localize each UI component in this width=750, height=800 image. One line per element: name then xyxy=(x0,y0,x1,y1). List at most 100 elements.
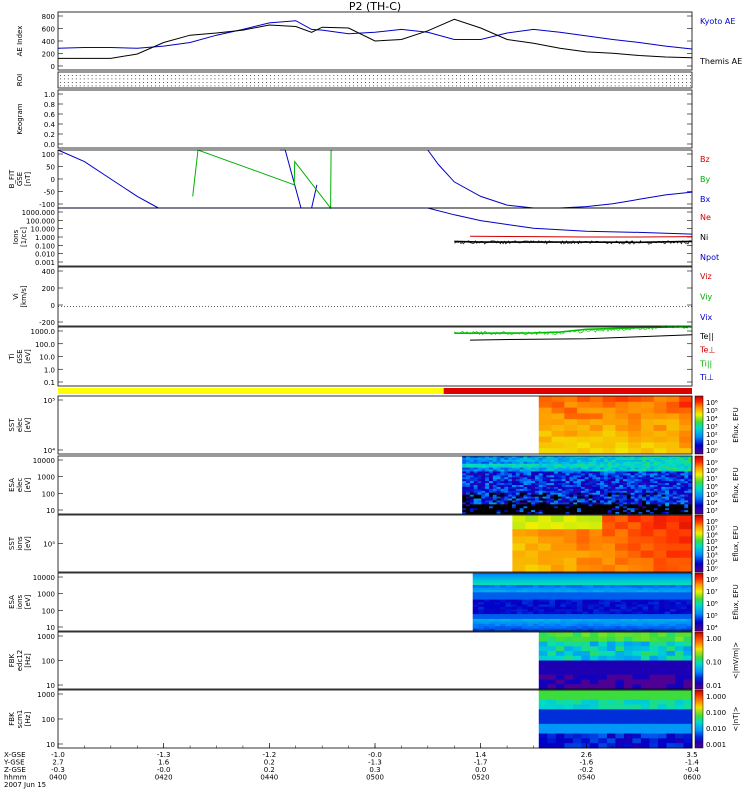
roi-dot xyxy=(404,85,406,87)
spectrogram-cell xyxy=(469,465,475,468)
roi-dot xyxy=(476,78,477,80)
spectrogram-cell xyxy=(653,515,667,523)
spectrogram-cell xyxy=(469,490,475,494)
spectrogram-cell xyxy=(649,690,659,696)
spectrogram-cell xyxy=(522,597,528,600)
roi-dot xyxy=(579,75,580,76)
spectrogram-cell xyxy=(615,626,622,629)
spectrogram-cell xyxy=(588,459,593,463)
spectrogram-cell xyxy=(478,606,485,610)
spectrogram-cell xyxy=(596,494,601,497)
roi-dot xyxy=(416,78,418,80)
spectrogram-cell xyxy=(665,486,670,490)
spectrogram-cell xyxy=(592,465,597,468)
spectrogram-cell xyxy=(669,498,674,501)
spectrogram-cell xyxy=(634,500,639,503)
spectrogram-cell xyxy=(649,704,659,710)
spectrogram-cell xyxy=(666,723,676,730)
spectrogram-cell xyxy=(542,486,547,490)
roi-dot xyxy=(270,78,271,80)
roi-dot xyxy=(424,82,426,83)
spectrogram-cell xyxy=(489,623,496,627)
spectrogram-cell xyxy=(638,457,643,461)
spectrogram-cell xyxy=(538,660,548,666)
spectrogram-cell xyxy=(549,597,556,600)
spectrogram-cell xyxy=(600,488,605,492)
spectrogram-cell xyxy=(481,488,486,492)
spectrogram-cell xyxy=(569,469,574,472)
spectrogram-cell xyxy=(547,694,557,701)
spectrogram-cell xyxy=(489,602,496,605)
spectrogram-cell xyxy=(619,504,624,507)
spectrogram-cell xyxy=(661,502,666,505)
spectrogram-cell xyxy=(581,743,591,749)
xtick-label: -1.3 xyxy=(368,759,382,767)
spectrogram-cell xyxy=(640,660,650,666)
spectrogram-cell xyxy=(504,506,509,509)
colorbar-tick: 10⁷ xyxy=(706,525,718,533)
spectrogram-cell xyxy=(485,481,490,484)
spectrogram-cell xyxy=(489,609,496,613)
spectrogram-cell xyxy=(534,512,540,515)
spectrogram-cell xyxy=(584,488,589,492)
spectrogram-cell xyxy=(679,436,693,443)
spectrogram-cell xyxy=(581,660,591,666)
spectrogram-cell xyxy=(642,508,647,511)
spectrogram-cell xyxy=(653,543,667,552)
roi-dot xyxy=(250,78,251,80)
roi-dot xyxy=(400,75,402,76)
spectrogram-cell xyxy=(638,467,643,470)
spectrogram-cell xyxy=(561,486,566,490)
roi-dot xyxy=(186,82,188,83)
spectrogram-cell xyxy=(508,467,513,470)
spectrogram-cell xyxy=(551,413,565,420)
spectrogram-cell xyxy=(572,738,582,744)
spectrogram-cell xyxy=(554,573,561,576)
spectrogram-cell xyxy=(642,599,649,603)
roi-dot xyxy=(273,78,275,80)
spectrogram-cell xyxy=(547,674,557,680)
ylabel-line: [nT] xyxy=(24,172,32,186)
spectrogram-cell xyxy=(632,733,642,739)
spectrogram-cell xyxy=(544,577,550,581)
spectrogram-cell xyxy=(582,573,589,576)
spectrogram-cell xyxy=(620,592,627,596)
spectrogram-cell xyxy=(674,723,684,730)
spectrogram-cell xyxy=(500,585,507,588)
spectrogram-cell xyxy=(681,611,687,615)
spectrogram-cell xyxy=(473,461,478,465)
roi-dot xyxy=(428,78,430,80)
spectrogram-cell xyxy=(688,502,693,505)
spectrogram-cell xyxy=(462,479,467,482)
spectrogram-cell xyxy=(666,665,676,671)
roi-dot xyxy=(103,78,105,80)
roi-dot xyxy=(424,85,426,87)
spectrogram-cell xyxy=(511,477,517,480)
spectrogram-cell xyxy=(615,504,620,507)
spectrogram-cell xyxy=(657,690,667,696)
spectrogram-cell xyxy=(565,580,572,584)
spectrogram-cell xyxy=(592,459,597,463)
spectrogram-cell xyxy=(577,486,582,490)
spectrogram-cell xyxy=(551,425,565,432)
spectrogram-cell xyxy=(577,459,582,463)
xtick-label: 0.2 xyxy=(264,766,275,774)
spectrogram-cell xyxy=(598,604,605,608)
spectrogram-cell xyxy=(680,457,685,461)
roi-dot xyxy=(678,82,679,83)
spectrogram-cell xyxy=(640,670,650,676)
spectrogram-cell xyxy=(669,483,674,486)
roi-dot xyxy=(563,85,565,87)
roi-dot xyxy=(460,78,461,80)
spectrogram-cell xyxy=(626,486,632,490)
spectrogram-cell xyxy=(640,448,655,455)
spectrogram-cell xyxy=(546,483,551,486)
spectrogram-cell xyxy=(688,500,693,503)
roi-dot xyxy=(91,85,93,87)
spectrogram-cell xyxy=(672,463,678,467)
spectrogram-cell xyxy=(478,618,485,622)
spectrogram-cell xyxy=(477,488,482,492)
spectrogram-cell xyxy=(680,463,685,467)
spectrogram-cell xyxy=(631,606,638,610)
spectrogram-cell xyxy=(565,477,570,480)
